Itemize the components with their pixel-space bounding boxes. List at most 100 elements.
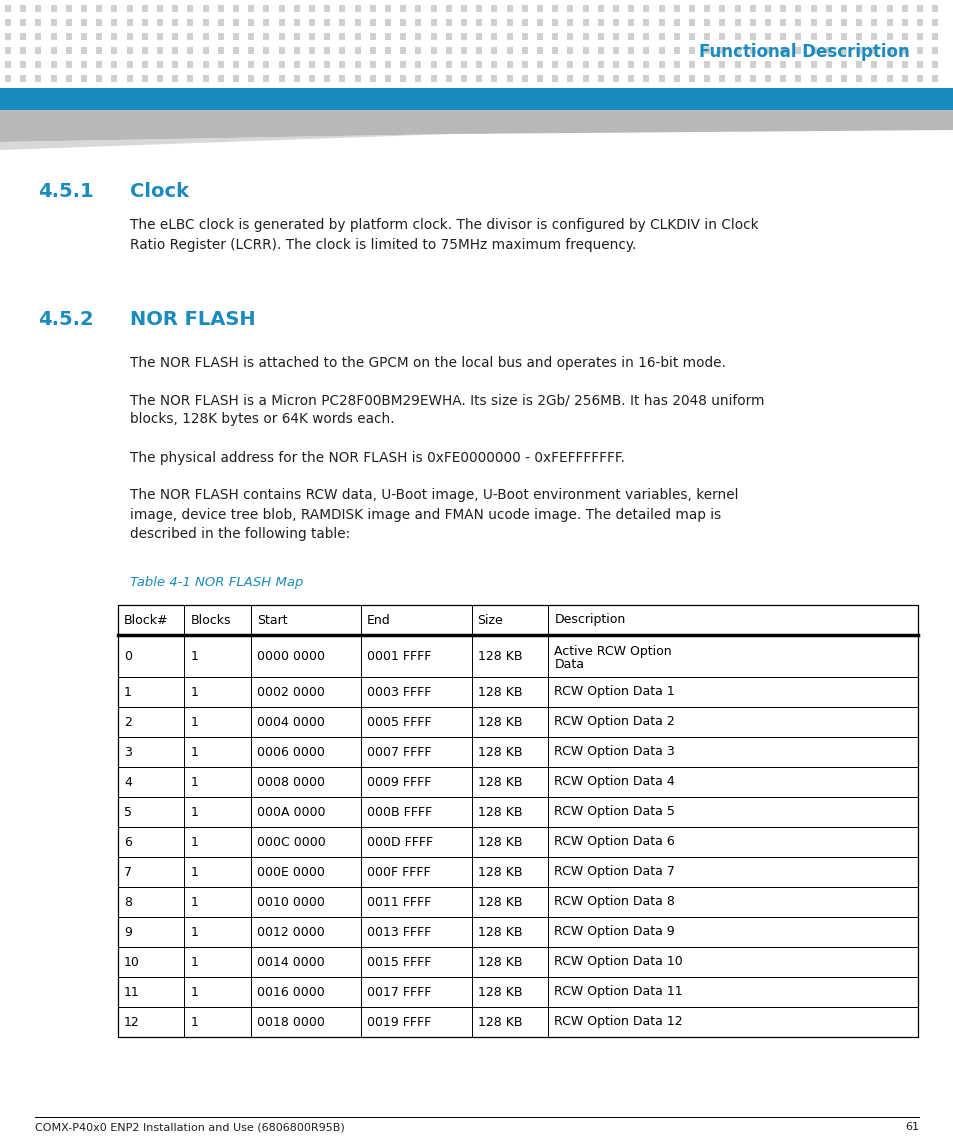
Bar [521,61,527,68]
Bar [476,76,481,82]
Bar [370,5,375,11]
Bar [764,5,770,11]
Bar [294,5,299,11]
Text: Data: Data [554,658,584,671]
Bar [841,61,846,68]
Bar [658,5,664,11]
Bar [217,47,224,54]
Text: 128 KB: 128 KB [477,1016,521,1028]
Bar [537,33,542,40]
Bar [491,33,497,40]
Bar [870,33,877,40]
Bar [248,47,253,54]
Bar [734,76,740,82]
Bar [810,5,816,11]
Bar [187,33,193,40]
Bar [642,5,649,11]
Bar [703,33,709,40]
Bar [0,88,953,110]
Bar [96,61,102,68]
Bar [233,47,239,54]
Bar [157,33,163,40]
Text: 0000 0000: 0000 0000 [256,649,324,663]
Text: RCW Option Data 5: RCW Option Data 5 [554,805,675,819]
Text: Description: Description [554,614,625,626]
Bar [118,737,917,767]
Bar [5,76,11,82]
Bar [81,76,87,82]
Bar [673,47,679,54]
Text: 128 KB: 128 KB [477,925,521,939]
Bar [658,19,664,26]
Bar [582,76,588,82]
Text: Start: Start [256,614,287,626]
Bar [810,47,816,54]
Text: 0008 0000: 0008 0000 [256,775,324,789]
Text: 128 KB: 128 KB [477,955,521,969]
Text: 0019 FFFF: 0019 FFFF [367,1016,431,1028]
Bar [294,61,299,68]
Bar [719,47,724,54]
Bar [157,19,163,26]
Bar [142,47,148,54]
Text: 4.5.1: 4.5.1 [38,182,93,202]
Bar [118,635,917,677]
Text: RCW Option Data 7: RCW Option Data 7 [554,866,675,878]
Text: The NOR FLASH is attached to the GPCM on the local bus and operates in 16-bit mo: The NOR FLASH is attached to the GPCM on… [130,356,725,370]
Text: 128 KB: 128 KB [477,745,521,758]
Bar [112,33,117,40]
Bar [66,5,71,11]
Text: 61: 61 [904,1122,918,1132]
Bar [339,76,345,82]
Bar [931,61,937,68]
Bar [20,61,26,68]
Bar [931,19,937,26]
Bar [795,76,801,82]
Bar [582,47,588,54]
Bar [399,33,406,40]
Bar [370,76,375,82]
Bar [112,19,117,26]
Bar [430,19,436,26]
Bar [118,856,917,887]
Bar [567,5,573,11]
Bar [157,76,163,82]
Bar [460,47,467,54]
Bar [825,47,831,54]
Bar [642,76,649,82]
Bar [885,5,892,11]
Bar [795,61,801,68]
Bar [870,19,877,26]
Bar [627,19,634,26]
Bar [703,76,709,82]
Text: 0006 0000: 0006 0000 [256,745,324,758]
Bar [278,61,284,68]
Text: 5: 5 [124,805,132,819]
Text: 000E 0000: 000E 0000 [256,866,324,878]
Bar [537,19,542,26]
Text: The eLBC clock is generated by platform clock. The divisor is configured by CLKD: The eLBC clock is generated by platform … [130,218,758,252]
Bar [96,19,102,26]
Bar [202,61,209,68]
Bar [66,76,71,82]
Bar [202,33,209,40]
Bar [248,33,253,40]
Bar [187,19,193,26]
Text: The NOR FLASH contains RCW data, U-Boot image, U-Boot environment variables, ker: The NOR FLASH contains RCW data, U-Boot … [130,488,738,540]
Bar [309,47,314,54]
Bar [703,19,709,26]
Text: RCW Option Data 9: RCW Option Data 9 [554,925,675,939]
Bar [157,5,163,11]
Bar [855,33,862,40]
Bar [355,61,360,68]
Bar [491,47,497,54]
Bar [658,33,664,40]
Bar [35,76,41,82]
Bar [51,5,56,11]
Bar [658,47,664,54]
Text: 7: 7 [124,866,132,878]
Bar [309,5,314,11]
Bar [5,47,11,54]
Bar [673,33,679,40]
Bar [780,5,785,11]
